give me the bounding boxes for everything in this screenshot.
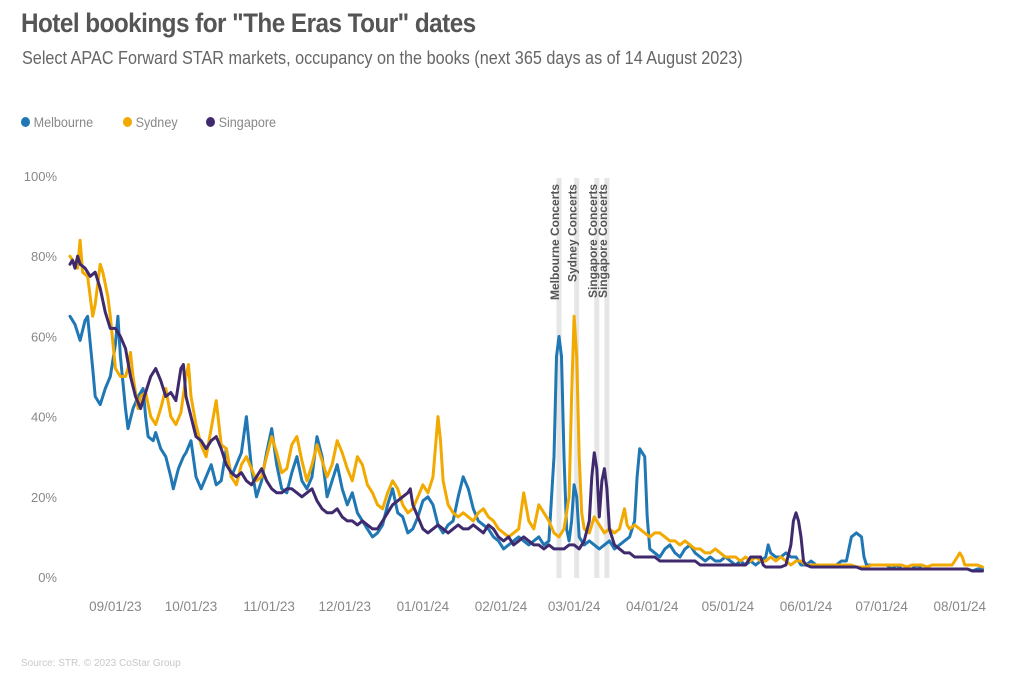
concert-annotations: Melbourne Concerts Sydney Concerts Singapo… [548, 184, 610, 300]
legend: Melbourne Sydney Singapore [21, 114, 284, 130]
x-tick-label: 11/01/23 [243, 599, 295, 614]
legend-dot-icon [123, 117, 133, 127]
legend-dot-icon [21, 117, 30, 127]
legend-item-sydney[interactable]: Sydney [123, 114, 178, 130]
x-tick-label: 09/01/23 [89, 599, 142, 614]
x-tick-label: 07/01/24 [855, 599, 908, 614]
legend-dot-icon [205, 117, 215, 127]
x-axis: 09/01/23 10/01/23 11/01/23 12/01/23 01/01/24… [89, 599, 986, 614]
x-tick-label: 05/01/24 [702, 599, 755, 614]
concert-annotation-label: Melbourne Concerts [548, 184, 562, 300]
y-tick-label: 40% [31, 410, 57, 425]
series-line-sydney[interactable] [68, 238, 984, 569]
concert-annotation-label: Singapore Concerts [586, 184, 600, 298]
x-tick-label: 12/01/23 [318, 599, 371, 614]
x-tick-label: 02/01/24 [475, 599, 528, 614]
x-tick-label: 06/01/24 [780, 599, 833, 614]
x-tick-label: 01/01/24 [397, 599, 450, 614]
chart-title: Hotel bookings for "The Eras Tour" dates [21, 8, 476, 38]
concert-band [604, 178, 610, 578]
x-tick-label: 04/01/24 [626, 599, 679, 614]
y-axis: 0% 20% 40% 60% 80% 100% [24, 169, 58, 585]
y-tick-label: 100% [24, 169, 58, 184]
legend-item-melbourne[interactable]: Melbourne [21, 114, 93, 130]
legend-item-singapore[interactable]: Singapore [205, 114, 276, 130]
legend-label: Sydney [135, 114, 178, 130]
chart-subtitle: Select APAC Forward STAR markets, occupa… [22, 48, 743, 68]
y-tick-label: 80% [31, 249, 57, 264]
legend-label: Melbourne [33, 114, 94, 130]
series-lines [68, 238, 984, 573]
x-tick-label: 10/01/23 [165, 599, 218, 614]
x-tick-label: 03/01/24 [548, 599, 601, 614]
series-line-singapore[interactable] [68, 254, 984, 573]
source-note: Source: STR. © 2023 CoStar Group [21, 658, 181, 669]
x-tick-label: 08/01/24 [934, 599, 987, 614]
legend-label: Singapore [218, 114, 276, 130]
y-tick-label: 20% [31, 490, 57, 505]
concert-annotation-label: Sydney Concerts [566, 184, 580, 282]
concert-band [556, 178, 562, 578]
series-line-melbourne[interactable] [68, 314, 984, 573]
y-tick-label: 0% [38, 570, 57, 585]
concert-annotation-label: Singapore Concerts [596, 184, 610, 298]
y-tick-label: 60% [31, 329, 57, 344]
concert-band [594, 178, 600, 578]
